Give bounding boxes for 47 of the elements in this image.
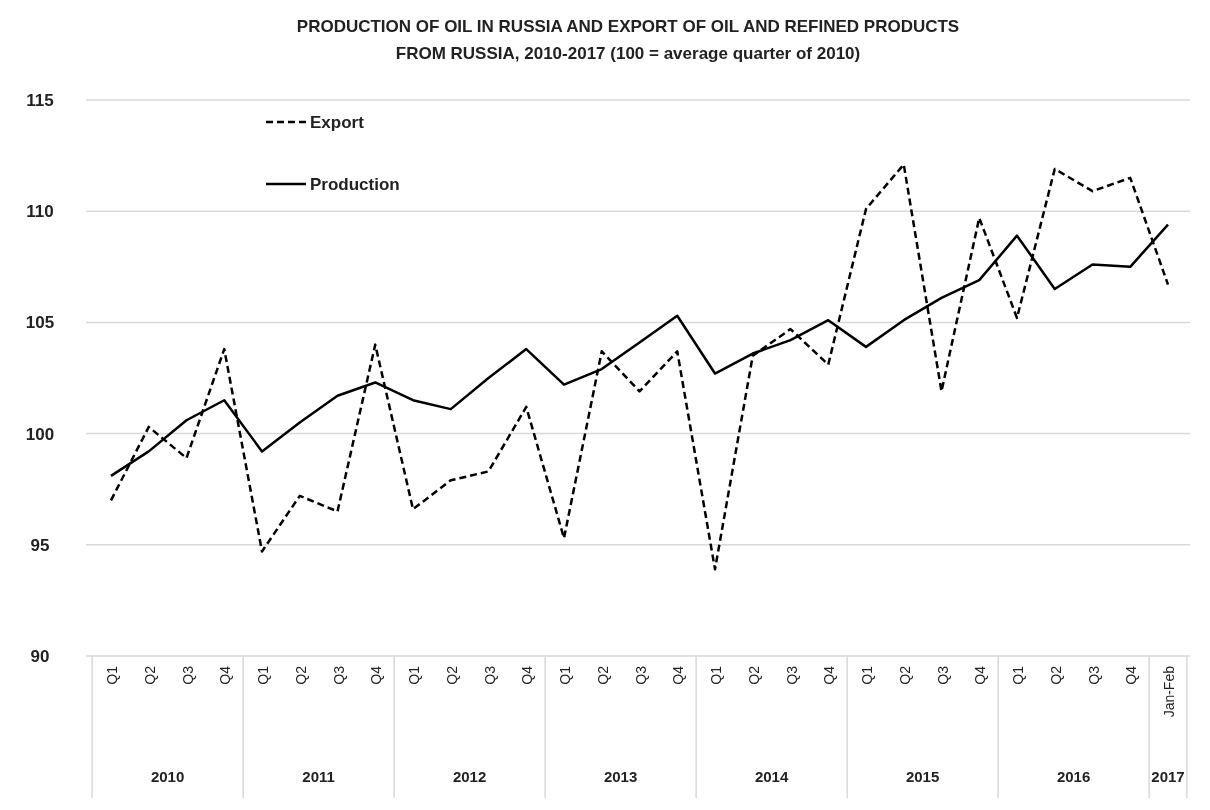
x-tick-label: Q4 <box>821 665 838 685</box>
x-tick-label: Q2 <box>1047 665 1064 685</box>
x-tick-label: Q4 <box>217 665 234 685</box>
x-tick-label: Q3 <box>783 665 800 685</box>
chart-title: PRODUCTION OF OIL IN RUSSIA AND EXPORT OF OIL AND REFINED PRODUCTS FROM RUSSIA, 2010-2017 (100 = average quarter of 2010) <box>296 17 960 63</box>
x-tick-label: Q3 <box>934 665 951 685</box>
x-tick-label: Q4 <box>670 665 687 685</box>
x-tick-label: Q2 <box>141 665 158 685</box>
x-tick-label: Q2 <box>292 665 309 685</box>
text: 2015 <box>905 768 940 785</box>
x-tick-label: Q2 <box>896 665 913 685</box>
text: 2011 <box>302 768 335 785</box>
legend-label: Production <box>310 174 400 194</box>
text: 2013 <box>603 768 638 785</box>
legend-label: Export <box>310 112 365 132</box>
x-tick-label: Q1 <box>255 665 271 685</box>
x-tick-label: Q1 <box>406 665 422 685</box>
text: 2010 <box>150 768 185 785</box>
x-tick-label: Q2 <box>745 665 762 685</box>
x-tick-label: Q2 <box>443 665 460 685</box>
y-tick-label: 110 <box>26 202 54 222</box>
text: 2017 <box>1151 768 1185 785</box>
y-tick-label: 105 <box>25 313 55 333</box>
y-tick-label: 115 <box>26 90 54 110</box>
text: 2014 <box>754 768 789 785</box>
text: 2012 <box>452 768 487 785</box>
y-tick-label: 90 <box>30 646 50 666</box>
text: 2016 <box>1056 768 1091 785</box>
x-tick-label: Q3 <box>330 665 347 685</box>
x-tick-label: Q1 <box>557 665 573 685</box>
x-tick-label: Q3 <box>179 665 196 685</box>
x-tick-label: Q1 <box>1010 665 1026 685</box>
x-tick-label: Q4 <box>519 665 536 685</box>
x-tick-label: Q1 <box>708 665 724 685</box>
y-tick-label: 95 <box>30 535 50 555</box>
x-tick-label: Q1 <box>859 665 875 685</box>
x-tick-label: Q3 <box>481 665 498 685</box>
x-tick-label: Jan-Feb <box>1161 665 1177 718</box>
x-tick-label: Q2 <box>594 665 611 685</box>
x-tick-label: Q3 <box>632 665 649 685</box>
x-tick-label: Q4 <box>972 665 989 685</box>
x-tick-label: Q4 <box>1123 665 1140 685</box>
x-tick-label: Q4 <box>368 665 385 685</box>
x-tick-label: Q1 <box>104 665 120 685</box>
line-series <box>109 163 1170 571</box>
x-tick-label: Q3 <box>1085 665 1102 685</box>
y-tick-label: 100 <box>25 424 55 444</box>
